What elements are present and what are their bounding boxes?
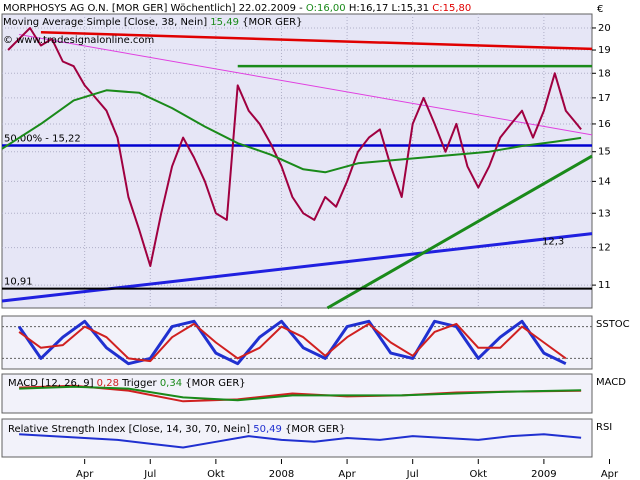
- x-tick-label: Apr: [338, 469, 356, 480]
- ma-source: {MOR GER}: [242, 17, 302, 28]
- x-tick-label: Apr: [601, 469, 619, 480]
- rsi-legend: Relative Strength Index [Close, 14, 30, …: [8, 424, 345, 435]
- rsi-last: 50,49: [253, 424, 282, 435]
- annotation-line: [18, 33, 593, 136]
- y-tick-label: 12: [598, 243, 611, 254]
- panel-label: SSTOC: [596, 319, 630, 330]
- currency: €: [597, 4, 603, 15]
- chart-title: MORPHOSYS AG O.N. [MOR GER] Wöchentlich]…: [3, 3, 471, 14]
- title: MORPHOSYS AG O.N. [MOR GER] Wöchentlich]…: [3, 3, 303, 14]
- annotation-label: 50,00% - 15,22: [4, 133, 81, 144]
- y-tick-label: 15: [598, 147, 611, 158]
- panel-label: RSI: [596, 422, 612, 433]
- x-tick-label: Okt: [207, 469, 225, 480]
- layer: 11 12 13 14 15 16 17 18 19 20 Apr Jul Okt 2008 Apr Jul O…: [1, 23, 630, 480]
- annotation-line: [326, 154, 593, 310]
- rsi-name: Relative Strength Index [Close, 14, 30, …: [8, 424, 250, 435]
- macd-legend: MACD [12, 26, 9] 0,28 Trigger 0,34 {MOR …: [8, 378, 246, 389]
- y-tick-label: 14: [598, 176, 611, 187]
- series-line: [19, 433, 582, 449]
- trigger-last: 0,34: [160, 378, 182, 389]
- ma-last: 15,49: [210, 17, 239, 28]
- y-tick-label: 16: [598, 119, 611, 130]
- ma-name: Moving Average Simple [Close, 38, Nein]: [3, 17, 207, 28]
- copyright: © www.tradesignalonline.com: [3, 35, 154, 46]
- trigger-name: Trigger: [121, 378, 157, 389]
- panel-label: MACD: [596, 377, 626, 388]
- y-tick-label: 17: [598, 93, 611, 104]
- y-tick-label: 19: [598, 45, 611, 56]
- rsi-source: {MOR GER}: [285, 424, 345, 435]
- annotation-line: [1, 232, 593, 303]
- x-tick-label: Jul: [406, 469, 419, 480]
- macd-last: 0,28: [97, 378, 119, 389]
- series-line: [17, 319, 567, 366]
- close: C:15,80: [432, 3, 471, 14]
- x-tick-label: 2009: [531, 469, 556, 480]
- x-tick-label: Apr: [76, 469, 94, 480]
- macd-source: {MOR GER}: [185, 378, 245, 389]
- y-tick-label: 20: [598, 23, 611, 34]
- high-low: H:16,17 L:15,31: [349, 3, 429, 14]
- series-line: [18, 322, 567, 363]
- x-tick-label: 2008: [269, 469, 294, 480]
- open: O:16,00: [306, 3, 346, 14]
- annotation-line: [40, 31, 593, 51]
- macd-title: MACD [12, 26, 9]: [8, 378, 94, 389]
- y-tick-label: 13: [598, 208, 611, 219]
- annotation-label: 10,91: [4, 277, 33, 288]
- y-tick-label: 18: [598, 68, 611, 79]
- x-tick-label: Jul: [143, 469, 156, 480]
- plot-background: [1, 13, 593, 309]
- series-line: [7, 27, 582, 267]
- x-tick-label: Okt: [469, 469, 487, 480]
- series-line: [1, 89, 582, 174]
- annotation-label: 12,3: [542, 237, 564, 248]
- panels: [1, 13, 593, 458]
- series-line: [19, 385, 582, 402]
- y-tick-label: 11: [598, 280, 611, 291]
- ma-legend: Moving Average Simple [Close, 38, Nein] …: [3, 17, 303, 28]
